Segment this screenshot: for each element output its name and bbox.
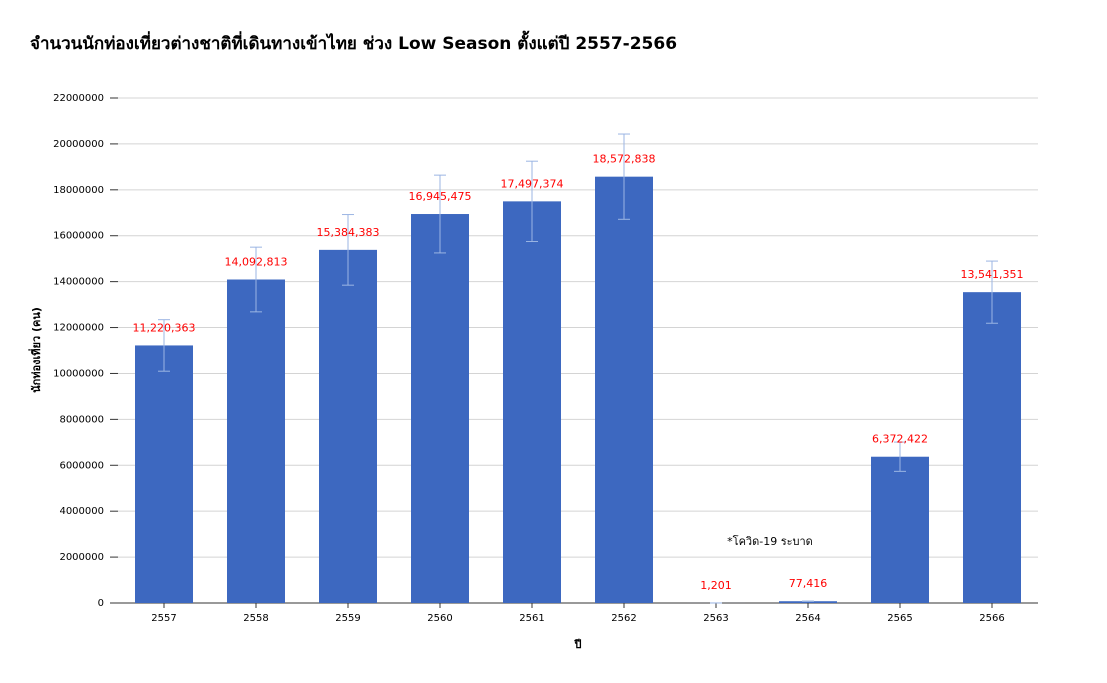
x-tick-label: 2559	[335, 613, 360, 624]
value-label: 18,572,838	[593, 153, 656, 166]
y-tick-label: 16000000	[53, 231, 104, 242]
x-tick-label: 2565	[887, 613, 912, 624]
value-label: 11,220,363	[133, 321, 196, 334]
bar	[871, 456, 929, 603]
x-tick-label: 2563	[703, 613, 728, 624]
x-tick-label: 2557	[151, 613, 176, 624]
x-tick-label: 2566	[979, 613, 1004, 624]
value-label: 17,497,374	[501, 177, 564, 190]
y-tick-label: 4000000	[59, 506, 104, 517]
annotation: *โควิด-19 ระบาด	[727, 534, 813, 548]
y-tick-label: 12000000	[53, 323, 104, 334]
x-axis-title: ปี	[573, 638, 581, 651]
x-tick-label: 2561	[519, 613, 544, 624]
y-tick-label: 8000000	[59, 414, 104, 425]
bar	[503, 201, 561, 604]
y-tick-label: 22000000	[53, 93, 104, 104]
y-tick-label: 0	[98, 598, 104, 609]
bar	[963, 292, 1021, 603]
x-tick-label: 2564	[795, 613, 820, 624]
value-label: 15,384,383	[317, 226, 380, 239]
bar	[319, 249, 377, 604]
bar	[595, 176, 653, 603]
value-label: 16,945,475	[409, 190, 472, 203]
y-tick-label: 6000000	[59, 460, 104, 471]
value-label: 13,541,351	[961, 268, 1024, 281]
y-axis-title: นักท่องเที่ยว (คน)	[28, 307, 43, 393]
y-tick-label: 14000000	[53, 277, 104, 288]
bar	[411, 214, 469, 603]
x-tick-label: 2558	[243, 613, 268, 624]
bar	[779, 601, 837, 603]
y-tick-label: 20000000	[53, 139, 104, 150]
y-tick-label: 2000000	[59, 552, 104, 563]
y-tick-label: 18000000	[53, 185, 104, 196]
x-tick-label: 2560	[427, 613, 452, 624]
value-label: 14,092,813	[225, 256, 288, 269]
bar	[227, 279, 285, 603]
value-label: 6,372,422	[872, 433, 928, 446]
y-tick-label: 10000000	[53, 368, 104, 379]
chart-title: จำนวนนักท่องเที่ยวต่างชาติที่เดินทางเข้า…	[30, 30, 677, 54]
bar	[135, 345, 193, 603]
value-label: 77,416	[789, 577, 828, 590]
value-label: 1,201	[700, 579, 732, 592]
x-tick-label: 2562	[611, 613, 636, 624]
